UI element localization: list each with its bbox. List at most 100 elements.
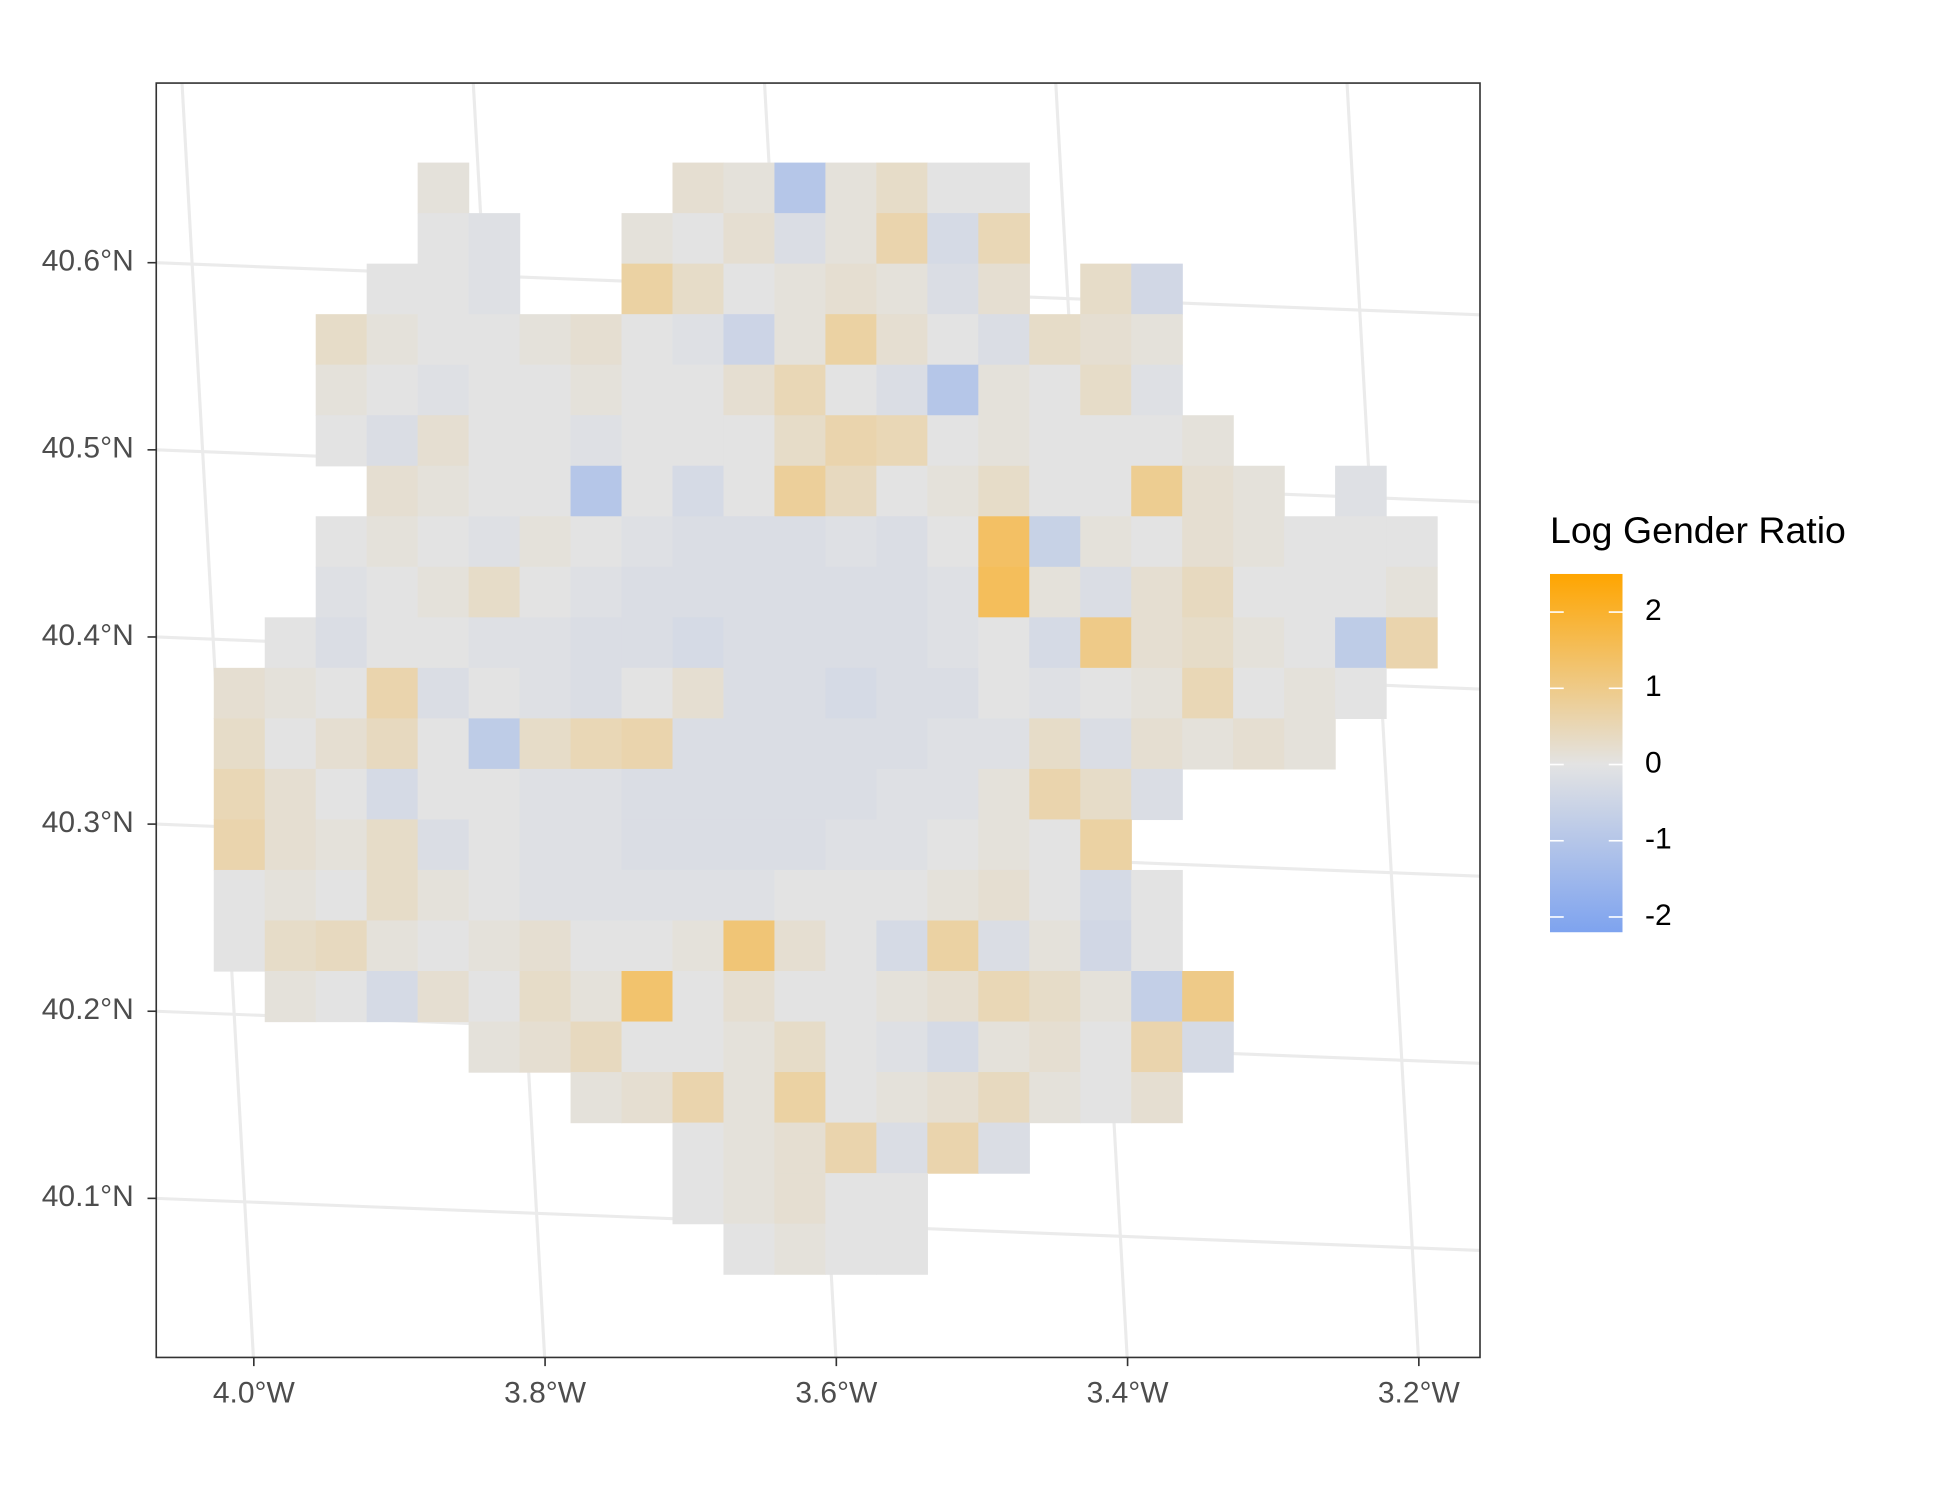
cell (621, 516, 674, 568)
cell (723, 869, 776, 922)
legend-label: 2 (1645, 594, 1662, 627)
y-tick-label: 40.3°N (42, 806, 134, 839)
cell (1080, 1021, 1132, 1073)
cell (927, 920, 979, 972)
cell (519, 314, 572, 366)
cell (672, 516, 725, 568)
cell (519, 819, 572, 871)
cell (1233, 465, 1285, 517)
cell (1029, 415, 1081, 467)
cell (519, 415, 572, 467)
cell (927, 1122, 979, 1174)
cell (315, 869, 368, 922)
cell (978, 364, 1030, 416)
cell (1029, 465, 1081, 517)
cell (876, 1223, 928, 1275)
cell (1029, 1072, 1081, 1124)
cell (978, 971, 1030, 1023)
legend-label: 1 (1645, 670, 1662, 703)
cell (978, 667, 1030, 719)
cell (621, 213, 674, 265)
cell (774, 667, 827, 719)
cell (825, 1223, 878, 1275)
y-tick-label: 40.4°N (42, 619, 134, 652)
cell (1080, 415, 1132, 467)
cell (468, 718, 521, 770)
cell (417, 566, 470, 618)
cell (723, 364, 776, 416)
x-tick-label: 3.6°W (795, 1377, 878, 1410)
cell (570, 617, 623, 669)
cell (723, 314, 776, 366)
cell (468, 516, 521, 568)
cell (570, 566, 623, 618)
cell (1131, 516, 1183, 568)
cell (774, 213, 827, 265)
cell (1131, 768, 1183, 821)
cell (366, 617, 419, 669)
cell (519, 667, 572, 719)
cell (1335, 516, 1387, 568)
cell (1131, 1021, 1183, 1073)
cell (366, 263, 419, 315)
y-tick-label: 40.6°N (42, 245, 134, 278)
cell (927, 213, 979, 265)
cell (264, 768, 317, 821)
cell (672, 213, 725, 265)
cell (1182, 1021, 1234, 1073)
cell (417, 971, 470, 1023)
cell (315, 415, 368, 467)
cell (1029, 314, 1081, 366)
cell (876, 566, 928, 618)
cell (1029, 516, 1081, 568)
cell (1335, 667, 1387, 719)
cell (1080, 920, 1132, 972)
cell (366, 516, 419, 568)
cell (621, 869, 674, 922)
cell (825, 819, 878, 871)
cell (774, 971, 827, 1023)
cell (825, 213, 878, 265)
cell (825, 415, 878, 467)
y-tick-label: 40.1°N (42, 1180, 134, 1213)
cell (876, 971, 928, 1023)
cell (1029, 819, 1081, 871)
cell (978, 516, 1030, 568)
cell (876, 1122, 928, 1174)
axes: 4.0°W 3.8°W 3.6°W 3.4°W 3.2°W 40.1°N 40.2°N 40.… (42, 245, 1461, 1410)
cell (672, 465, 725, 517)
cell (927, 718, 979, 770)
cell (1080, 364, 1132, 416)
cell (927, 415, 979, 467)
cell (570, 415, 623, 467)
cell (1131, 1072, 1183, 1124)
cell (315, 314, 368, 366)
cell (774, 1072, 827, 1124)
cell (1029, 667, 1081, 719)
cell (468, 768, 521, 821)
x-tick-label: 4.0°W (213, 1377, 296, 1410)
cell (1029, 768, 1081, 821)
cell (672, 768, 725, 821)
cell (315, 566, 368, 618)
cell (417, 920, 470, 972)
cell (1335, 465, 1387, 517)
cell (672, 667, 725, 719)
cell (774, 465, 827, 517)
cell (1182, 516, 1234, 568)
cell (213, 768, 266, 821)
cell (876, 768, 928, 821)
cell (774, 718, 827, 770)
cell (927, 162, 979, 214)
cell (876, 1021, 928, 1073)
cell (1182, 971, 1234, 1023)
cell (264, 718, 317, 770)
cell (570, 364, 623, 416)
cell (570, 869, 623, 922)
cell (723, 920, 776, 972)
cell (519, 465, 572, 517)
cell (315, 718, 368, 770)
cell (1335, 617, 1387, 669)
cell (927, 667, 979, 719)
